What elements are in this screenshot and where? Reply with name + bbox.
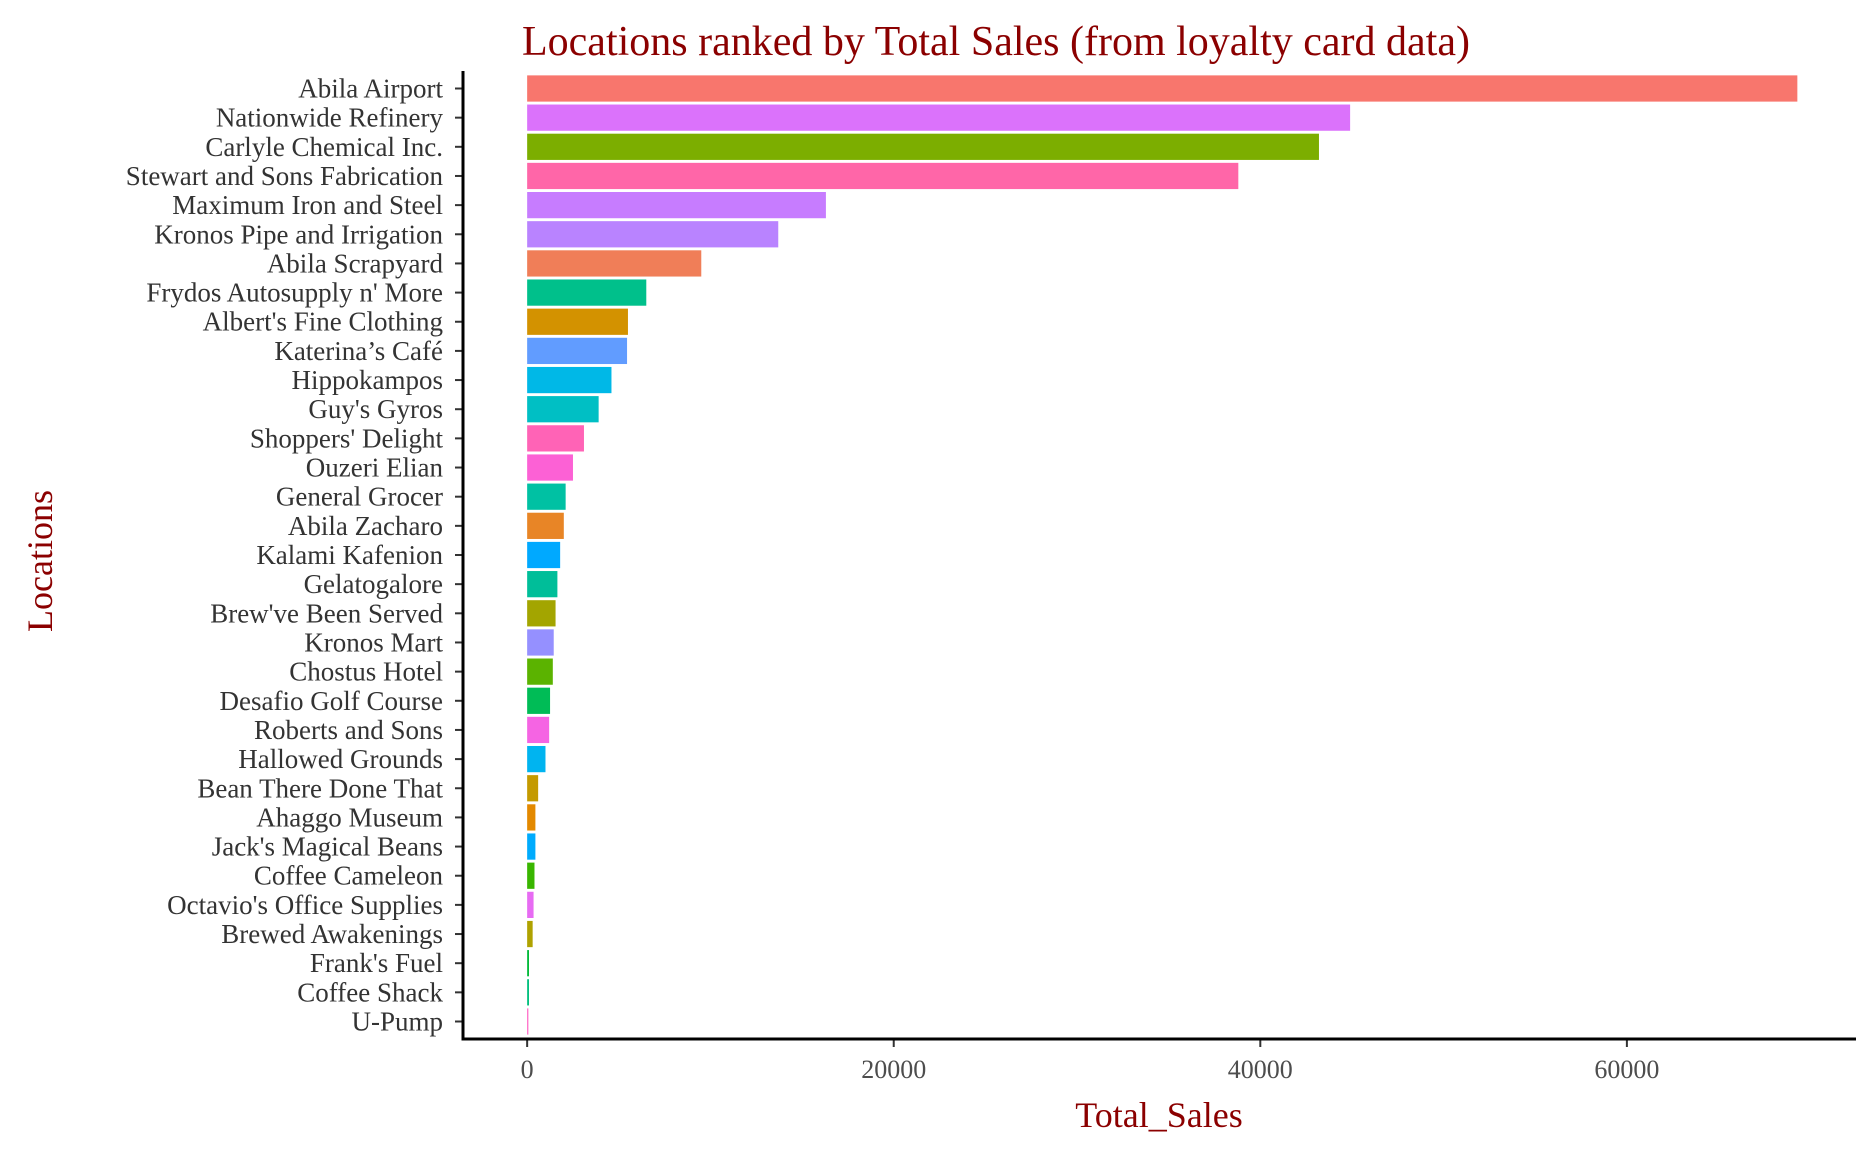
bar (527, 396, 599, 423)
y-tick-label: Gelatogalore (304, 569, 443, 599)
x-tick-label: 20000 (861, 1055, 926, 1084)
bar (527, 250, 702, 277)
y-axis-title: Locations (20, 490, 60, 632)
y-tick-label: Shoppers' Delight (250, 423, 444, 453)
bar (527, 366, 612, 394)
bar (527, 425, 584, 452)
bar (527, 454, 573, 481)
y-tick-label: Coffee Shack (297, 977, 443, 1007)
bar (527, 629, 554, 656)
bar (527, 891, 534, 918)
y-tick-label: Chostus Hotel (289, 657, 443, 687)
chart-title: Locations ranked by Total Sales (from lo… (522, 19, 1470, 65)
y-tick-label: Brewed Awakenings (221, 919, 443, 949)
y-tick-label: Stewart and Sons Fabrication (126, 161, 444, 191)
y-tick-label: Hallowed Grounds (238, 744, 443, 774)
y-tick-label: Jack's Magical Beans (212, 832, 443, 862)
y-tick-label: Frank's Fuel (310, 948, 443, 978)
bar (527, 133, 1319, 160)
bar (527, 571, 558, 598)
y-tick-label: Kronos Mart (304, 627, 443, 657)
y-tick-label: Kronos Pipe and Irrigation (154, 219, 443, 249)
y-tick-label: Frydos Autosupply n' More (146, 278, 443, 308)
y-tick-label: Nationwide Refinery (216, 103, 444, 133)
y-tick-label: Albert's Fine Clothing (203, 307, 443, 337)
y-tick-label: Abila Airport (298, 73, 443, 103)
x-axis-ticks: 0 20000 40000 60000 (521, 1039, 1659, 1084)
y-tick-label: Ouzeri Elian (306, 453, 444, 483)
x-axis-title: Total_Sales (1075, 1095, 1242, 1135)
bar (527, 600, 556, 627)
y-tick-label: Maximum Iron and Steel (172, 190, 443, 220)
y-tick-label: U-Pump (351, 1007, 443, 1037)
y-tick-label: Kalami Kafenion (256, 540, 443, 570)
bar (527, 308, 628, 335)
bar (527, 162, 1239, 190)
bar (527, 745, 546, 773)
y-tick-label: Ahaggo Museum (256, 802, 443, 832)
bar (527, 862, 535, 889)
y-tick-label: Katerina’s Café (274, 336, 443, 366)
bar (527, 920, 533, 948)
y-tick-label: Bean There Done That (197, 773, 443, 803)
bar (527, 658, 553, 685)
y-tick-label: Octavio's Office Supplies (167, 890, 443, 920)
bar (527, 337, 628, 365)
bar (527, 687, 551, 714)
x-tick-label: 40000 (1228, 1055, 1293, 1084)
bar (527, 192, 826, 219)
y-tick-label: Abila Scrapyard (267, 248, 444, 278)
bar (527, 804, 536, 831)
y-tick-label: Coffee Cameleon (254, 861, 444, 891)
y-tick-label: General Grocer (276, 482, 443, 512)
y-tick-label: Brew've Been Served (210, 598, 443, 628)
y-tick-label: Guy's Gyros (308, 394, 443, 424)
bar (527, 104, 1351, 131)
bar (527, 1008, 529, 1035)
x-tick-label: 60000 (1594, 1055, 1659, 1084)
bar (527, 541, 561, 569)
bar (527, 775, 539, 802)
bar (527, 950, 529, 977)
bar (527, 483, 566, 510)
bar (527, 512, 564, 539)
bar (527, 833, 536, 860)
y-tick-label: Carlyle Chemical Inc. (205, 132, 443, 162)
y-tick-label: Abila Zacharo (288, 511, 443, 541)
bar (527, 221, 779, 248)
y-tick-label: Roberts and Sons (254, 715, 443, 745)
x-tick-label: 0 (521, 1055, 534, 1084)
bar (527, 75, 1798, 102)
bars (527, 75, 1798, 1035)
bar (527, 979, 529, 1006)
bar (527, 279, 647, 306)
y-tick-label: Desafio Golf Course (220, 686, 443, 716)
bar (527, 716, 550, 744)
y-tick-label: Hippokampos (292, 365, 444, 395)
